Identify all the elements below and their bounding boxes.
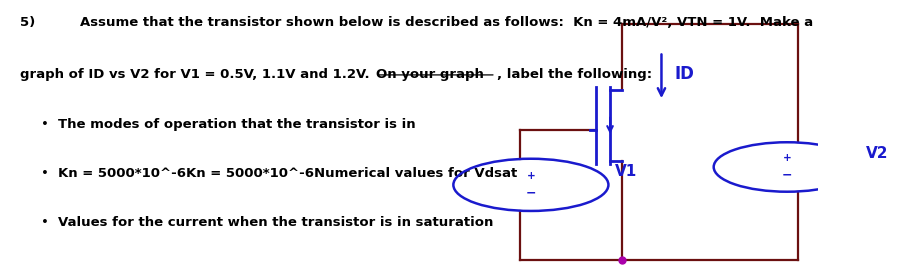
Text: ID: ID: [675, 64, 695, 83]
Text: +: +: [527, 171, 535, 181]
Text: •: •: [41, 167, 49, 180]
Text: Assume that the transistor shown below is described as follows:  Kn = 4mA/V², VT: Assume that the transistor shown below i…: [79, 16, 813, 29]
Text: 5): 5): [20, 16, 36, 29]
Text: •: •: [41, 117, 49, 131]
Text: On your graph: On your graph: [376, 68, 484, 81]
Text: −: −: [782, 168, 792, 181]
Text: , label the following:: , label the following:: [498, 68, 653, 81]
Text: The modes of operation that the transistor is in: The modes of operation that the transist…: [58, 117, 415, 131]
Text: −: −: [526, 186, 536, 199]
Text: Kn = 5000*10^-6Kn = 5000*10^-6Numerical values for Vdsat: Kn = 5000*10^-6Kn = 5000*10^-6Numerical …: [58, 167, 517, 180]
Text: V2: V2: [866, 146, 888, 161]
Text: •: •: [41, 217, 49, 229]
Text: V1: V1: [615, 163, 637, 179]
Text: graph of ID vs V2 for V1 = 0.5V, 1.1V and 1.2V.: graph of ID vs V2 for V1 = 0.5V, 1.1V an…: [20, 68, 379, 81]
Text: Values for the current when the transistor is in saturation: Values for the current when the transist…: [58, 217, 493, 229]
Text: +: +: [782, 153, 792, 163]
